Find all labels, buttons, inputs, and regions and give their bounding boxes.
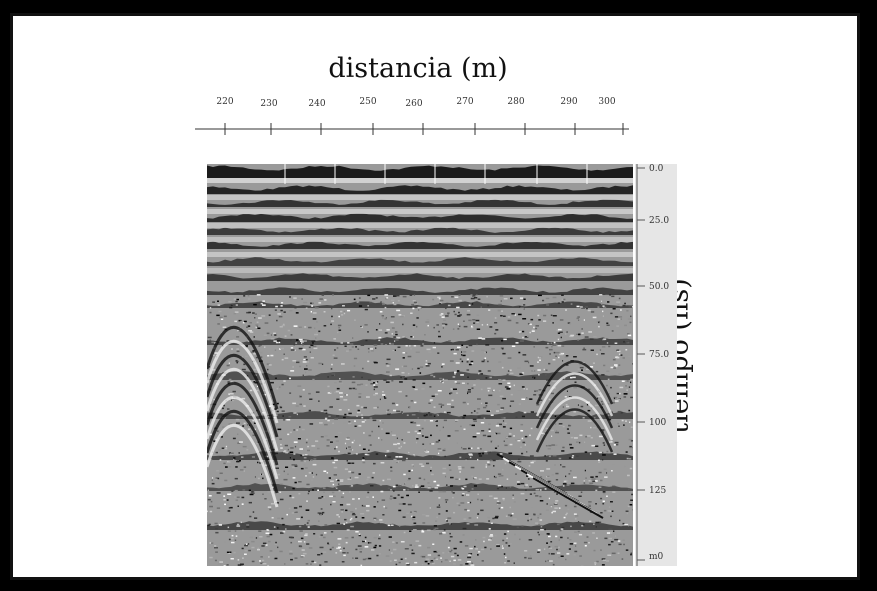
time-tick-label: m0	[649, 552, 664, 562]
x-tick-label: 270	[456, 97, 474, 107]
x-tick-label: 220	[216, 97, 234, 107]
x-tick-label: 300	[598, 97, 616, 107]
x-tick-label: 290	[560, 97, 578, 107]
time-tick-label: 125	[649, 486, 667, 496]
time-axis-ticks	[636, 164, 645, 566]
x-tick-label: 280	[507, 97, 525, 107]
gpr-radargram-image	[207, 164, 633, 566]
x-tick-label: 230	[260, 99, 278, 109]
x-tick-label: 250	[359, 97, 377, 107]
figure-panel: distancia (m) tiempo (ns) 220 230 240 25…	[10, 13, 860, 580]
time-tick-label: 75.0	[649, 350, 670, 360]
time-axis-strip: 0.0 25.0 50.0 75.0 100 125 m0	[635, 164, 677, 566]
time-tick-label: 50.0	[649, 282, 670, 292]
time-tick-label: 0.0	[649, 164, 664, 174]
time-tick-label: 25.0	[649, 216, 670, 226]
x-tick-label: 240	[308, 99, 326, 109]
x-axis-line	[195, 123, 629, 135]
x-tick-label: 260	[405, 99, 423, 109]
x-axis-title: distancia (m)	[328, 53, 508, 84]
time-tick-label: 100	[649, 418, 667, 428]
